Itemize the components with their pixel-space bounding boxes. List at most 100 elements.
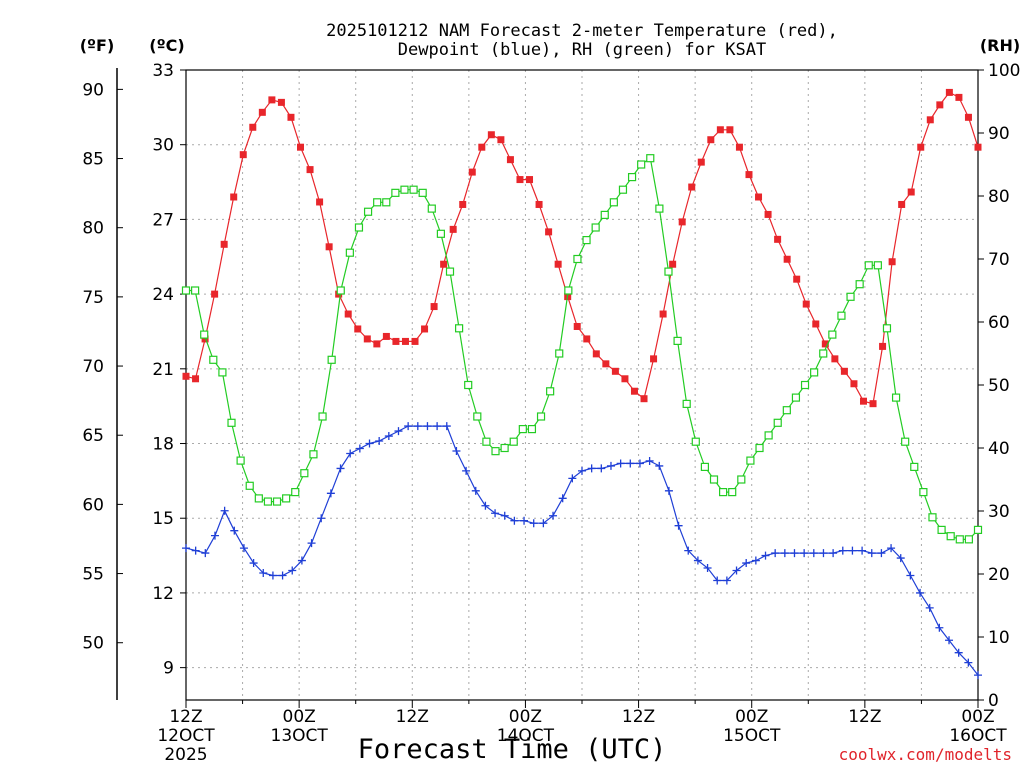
temperature-point: [201, 335, 209, 343]
temperature-point: [974, 143, 982, 151]
temperature-point: [487, 131, 495, 139]
dewpoint-point: [539, 519, 548, 528]
rh-point: [345, 248, 354, 257]
temperature-point: [707, 136, 715, 144]
rh-point: [800, 380, 810, 390]
rh-point: [282, 494, 291, 503]
temperature-point: [239, 151, 247, 159]
dewpoint-point: [819, 549, 828, 558]
dewpoint-point: [587, 464, 596, 473]
rh-point: [382, 198, 391, 207]
temperature-point: [421, 325, 429, 333]
dewpoint-point: [549, 511, 558, 520]
temperature-point: [735, 143, 743, 151]
dewpoint-point: [964, 658, 973, 667]
rh-point: [527, 425, 537, 434]
dewpoint-point: [529, 519, 538, 528]
rh-point: [646, 154, 655, 163]
rh-point: [828, 330, 837, 339]
dewpoint-point: [954, 648, 963, 657]
rh-point: [837, 311, 846, 320]
dewpoint-point: [568, 474, 577, 483]
rh-point: [191, 286, 200, 295]
fahrenheit-tick-label: 55: [82, 565, 104, 585]
celsius-tick-label: 9: [163, 659, 174, 679]
rh-unit-label: (RH): [980, 36, 1020, 55]
dewpoint-point: [616, 459, 625, 468]
temperature-point: [354, 325, 362, 333]
rh-point: [300, 469, 309, 478]
rh-point: [855, 280, 864, 289]
temperature-point: [459, 200, 467, 208]
dewpoint-point: [790, 549, 799, 558]
dewpoint-point: [471, 486, 480, 495]
x-tick-label-time: 00Z: [961, 707, 994, 727]
dewpoint-point: [838, 546, 847, 555]
rh-tick-label: 100: [988, 61, 1020, 81]
dewpoint-point: [771, 549, 780, 558]
dewpoint-point: [916, 588, 925, 597]
temperature-point: [297, 143, 305, 151]
dewpoint-point: [906, 571, 915, 580]
temperature-point: [755, 193, 763, 201]
temperature-point: [268, 96, 276, 104]
temperature-point: [669, 260, 677, 268]
fahrenheit-tick-label: 85: [82, 150, 104, 170]
rh-point: [700, 462, 709, 471]
dewpoint-point: [877, 549, 886, 558]
rh-point: [719, 488, 728, 497]
temperature-point: [926, 116, 934, 124]
rh-point: [200, 330, 209, 339]
dewpoint-point: [829, 549, 838, 558]
temperature-point: [774, 235, 782, 243]
rh-point: [764, 431, 773, 440]
temperature-point: [382, 332, 390, 340]
rh-point: [955, 535, 964, 544]
x-tick-label-time: 00Z: [509, 707, 542, 727]
temperature-point: [697, 158, 705, 166]
celsius-unit-label: (ºC): [149, 36, 184, 55]
rh-point: [500, 443, 509, 453]
celsius-tick-label: 15: [152, 509, 174, 529]
temperature-point: [840, 367, 848, 375]
dewpoint-point: [230, 526, 239, 535]
rh-point: [682, 399, 691, 408]
dewpoint-point: [413, 422, 422, 431]
rh-point: [373, 198, 382, 207]
dewpoint-point: [182, 544, 190, 553]
temperature-point: [258, 108, 266, 116]
dewpoint-point: [945, 636, 954, 645]
rh-tick-label: 60: [988, 313, 1010, 333]
rh-point: [673, 336, 682, 345]
temperature-point: [745, 171, 753, 179]
rh-point: [309, 450, 318, 459]
fahrenheit-tick-label: 65: [82, 426, 104, 446]
temperature-point: [363, 335, 371, 343]
temperature-point: [516, 176, 524, 184]
temperature-point: [869, 400, 877, 408]
x-tick-label-time: 12Z: [169, 707, 202, 727]
dewpoint-point: [481, 501, 490, 510]
temperature-point: [602, 360, 610, 368]
temperature-point: [783, 255, 791, 263]
rh-point: [336, 286, 345, 295]
rh-point: [555, 349, 564, 358]
rh-point: [291, 488, 300, 497]
dewpoint-point: [375, 437, 384, 446]
rh-point: [618, 185, 628, 194]
rh-point: [536, 412, 546, 421]
rh-point: [873, 261, 882, 270]
dewpoint-point: [288, 566, 297, 575]
temperature-point: [506, 156, 514, 164]
temperature-point: [192, 375, 200, 383]
fahrenheit-tick-label: 60: [82, 495, 104, 515]
rh-point: [627, 173, 637, 182]
dewpoint-point: [858, 546, 867, 555]
temperature-point: [220, 240, 228, 248]
rh-point: [901, 437, 910, 446]
dewpoint-point: [210, 531, 219, 540]
celsius-tick-label: 27: [152, 210, 174, 230]
dewpoint-point: [278, 571, 287, 580]
fahrenheit-unit-label: (ºF): [80, 36, 115, 55]
